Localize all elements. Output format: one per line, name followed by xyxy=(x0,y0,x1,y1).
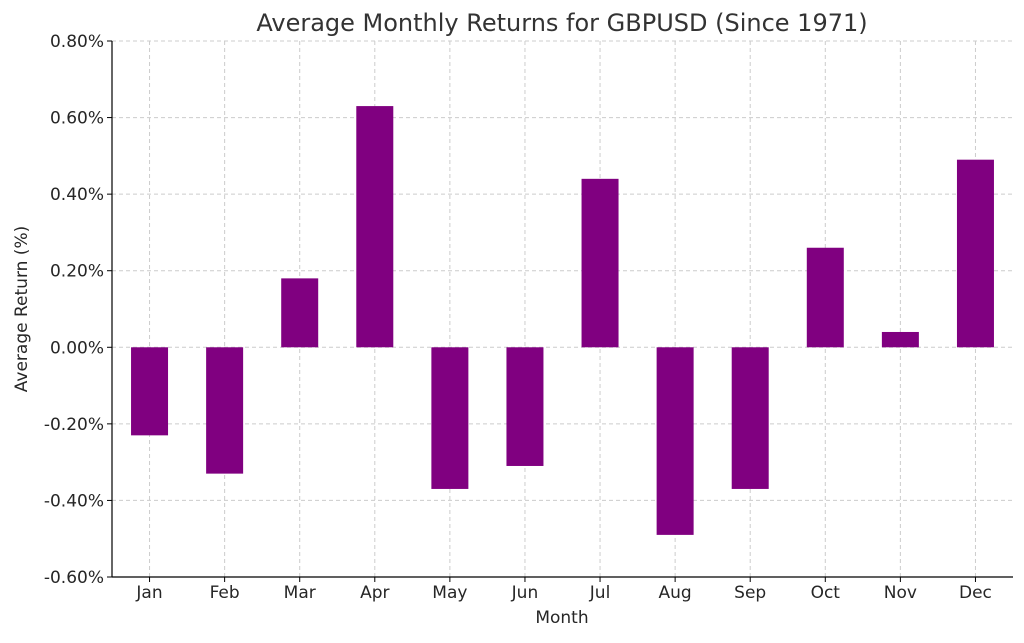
bar-jan xyxy=(131,347,169,436)
bar-aug xyxy=(656,347,694,535)
bar-jun xyxy=(506,347,544,466)
y-tick-label: 0.00% xyxy=(50,338,104,358)
y-tick-label: -0.40% xyxy=(44,491,104,511)
bar-dec xyxy=(956,159,994,348)
bars xyxy=(131,106,994,535)
x-tick-label: Oct xyxy=(811,583,841,603)
x-tick-label: Jan xyxy=(135,583,162,603)
axes: -0.60% -0.40% -0.20% 0.00% 0.20% 0.40% 0.60% 0.… xyxy=(44,32,1013,603)
x-tick-label: Mar xyxy=(284,583,316,603)
bar-mar xyxy=(281,278,319,348)
y-axis-label: Average Return (%) xyxy=(12,226,32,392)
x-tick-label: Apr xyxy=(360,583,389,603)
chart-title: Average Monthly Returns for GBPUSD (Sinc… xyxy=(256,9,867,37)
bar-may xyxy=(431,347,469,489)
grid xyxy=(112,40,1013,578)
y-tick-label: 0.20% xyxy=(50,262,104,282)
bar-apr xyxy=(356,106,394,348)
y-tick-label: 0.80% xyxy=(50,32,104,52)
x-tick-label: Jun xyxy=(511,583,539,603)
bar-oct xyxy=(806,247,844,348)
x-tick-label: Feb xyxy=(210,583,240,603)
x-tick-label: Nov xyxy=(884,583,917,603)
bar-jul xyxy=(581,178,619,348)
x-tick-label: Sep xyxy=(734,583,766,603)
x-tick-label: May xyxy=(432,583,467,603)
bar-nov xyxy=(881,331,919,348)
x-tick-label: Aug xyxy=(659,583,692,603)
x-tick-label: Dec xyxy=(959,583,992,603)
x-axis-label: Month xyxy=(535,608,588,628)
y-tick-label: 0.40% xyxy=(50,185,104,205)
y-tick-label: -0.60% xyxy=(44,568,104,588)
y-tick-label: -0.20% xyxy=(44,415,104,435)
bar-sep xyxy=(731,347,769,489)
bar-feb xyxy=(206,347,244,474)
y-tick-label: 0.60% xyxy=(50,109,104,129)
x-tick-label: Jul xyxy=(589,583,611,603)
